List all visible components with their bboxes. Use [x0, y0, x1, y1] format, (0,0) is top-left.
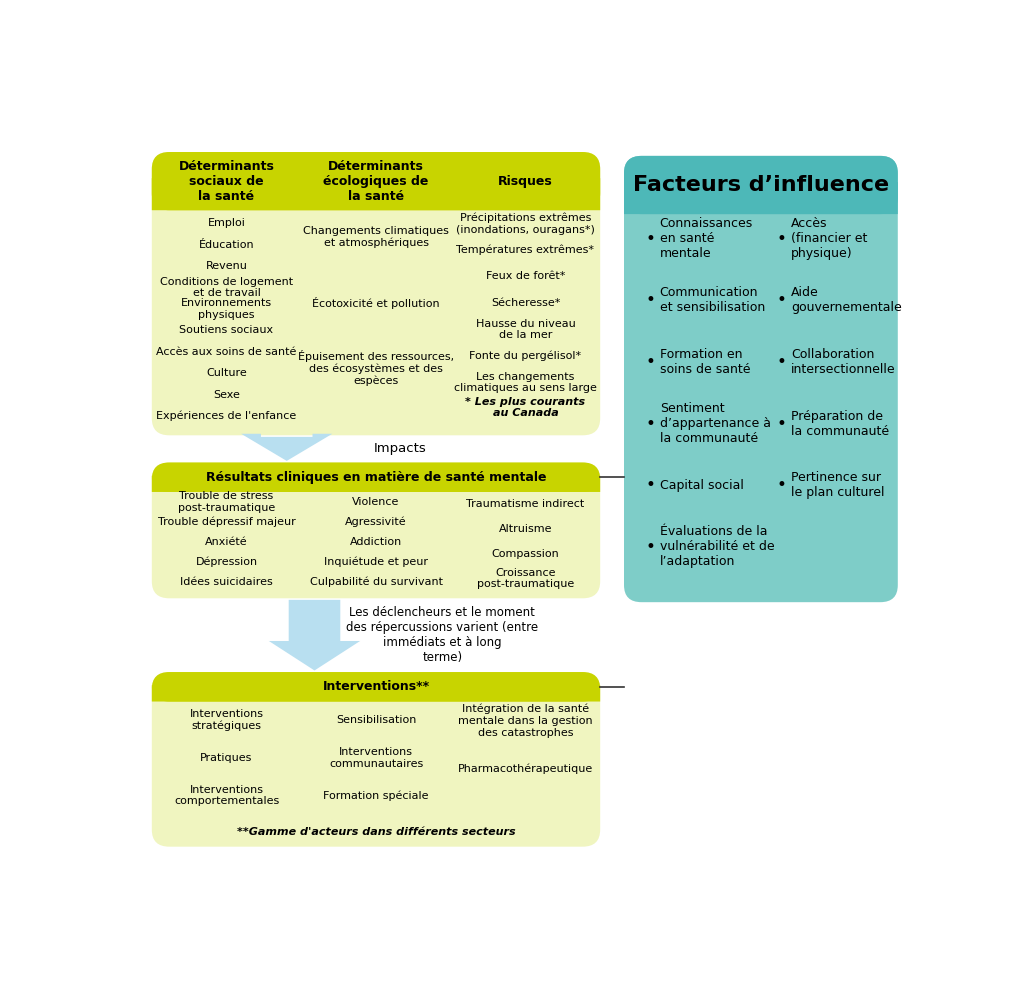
- Text: **Gamme d'acteurs dans différents secteurs: **Gamme d'acteurs dans différents secteu…: [237, 828, 515, 838]
- Text: Soutiens sociaux: Soutiens sociaux: [179, 326, 273, 336]
- Text: Hausse du niveau
de la mer: Hausse du niveau de la mer: [475, 319, 575, 340]
- Text: Environnements
physiques: Environnements physiques: [181, 298, 272, 320]
- Text: Les changements
climatiques au sens large: Les changements climatiques au sens larg…: [454, 372, 597, 393]
- Text: Sécheresse*: Sécheresse*: [490, 298, 560, 307]
- Text: Sensibilisation: Sensibilisation: [336, 716, 416, 726]
- Text: Sexe: Sexe: [213, 389, 240, 399]
- Text: Revenu: Revenu: [206, 261, 248, 271]
- Text: Trouble dépressif majeur: Trouble dépressif majeur: [158, 517, 295, 527]
- Text: Croissance
post-traumatique: Croissance post-traumatique: [477, 568, 574, 590]
- Text: Interventions
stratégiques: Interventions stratégiques: [189, 710, 263, 732]
- Text: Les déclencheurs et le moment
des répercussions varient (entre
immédiats et à lo: Les déclencheurs et le moment des réperc…: [346, 606, 539, 664]
- Text: Connaissances
en santé
mentale: Connaissances en santé mentale: [659, 218, 753, 260]
- Text: •: •: [777, 414, 786, 432]
- Polygon shape: [241, 433, 333, 461]
- Text: Violence: Violence: [352, 497, 399, 507]
- Text: •: •: [645, 537, 655, 555]
- Text: Conditions de logement
et de travail: Conditions de logement et de travail: [160, 276, 293, 298]
- Text: Expériences de l'enfance: Expériences de l'enfance: [157, 411, 297, 421]
- Text: Résultats cliniques en matière de santé mentale: Résultats cliniques en matière de santé …: [206, 471, 546, 484]
- FancyBboxPatch shape: [624, 156, 898, 214]
- FancyBboxPatch shape: [152, 178, 600, 211]
- Text: Anxiété: Anxiété: [205, 537, 248, 547]
- Text: Idées suicidaires: Idées suicidaires: [180, 578, 273, 588]
- Text: •: •: [645, 230, 655, 248]
- Text: Accès aux soins de santé: Accès aux soins de santé: [157, 347, 297, 357]
- Text: Agressivité: Agressivité: [345, 517, 407, 527]
- FancyBboxPatch shape: [152, 476, 600, 492]
- Text: Interventions
communautaires: Interventions communautaires: [329, 747, 423, 769]
- Text: Intégration de la santé
mentale dans la gestion
des catastrophes: Intégration de la santé mentale dans la …: [458, 704, 593, 738]
- Text: Emploi: Emploi: [208, 218, 246, 228]
- FancyBboxPatch shape: [152, 463, 600, 599]
- Text: •: •: [645, 291, 655, 309]
- Text: Formation en
soins de santé: Formation en soins de santé: [659, 348, 751, 376]
- FancyBboxPatch shape: [152, 152, 600, 435]
- Text: Inquiétude et peur: Inquiétude et peur: [324, 557, 428, 568]
- Text: Traumatisme indirect: Traumatisme indirect: [466, 499, 585, 509]
- Text: Trouble de stress
post-traumatique: Trouble de stress post-traumatique: [178, 491, 275, 513]
- Text: •: •: [645, 353, 655, 371]
- Text: Interventions**: Interventions**: [323, 680, 429, 694]
- FancyBboxPatch shape: [624, 182, 898, 214]
- Text: Collaboration
intersectionnelle: Collaboration intersectionnelle: [792, 348, 896, 376]
- Text: •: •: [645, 476, 655, 494]
- FancyBboxPatch shape: [624, 156, 898, 602]
- Polygon shape: [269, 600, 360, 670]
- Text: Préparation de
la communauté: Préparation de la communauté: [792, 409, 889, 437]
- Text: Communication
et sensibilisation: Communication et sensibilisation: [659, 286, 765, 314]
- Text: Précipitations extrêmes
(inondations, ouragans*): Précipitations extrêmes (inondations, ou…: [456, 213, 595, 235]
- FancyBboxPatch shape: [152, 672, 600, 847]
- FancyBboxPatch shape: [152, 463, 600, 492]
- Text: Capital social: Capital social: [659, 479, 743, 492]
- Text: Impacts: Impacts: [374, 443, 427, 456]
- Text: Fonte du pergélisol*: Fonte du pergélisol*: [469, 351, 582, 361]
- Text: Feux de forêt*: Feux de forêt*: [485, 271, 565, 281]
- Text: Aide
gouvernementale: Aide gouvernementale: [792, 286, 902, 314]
- Text: •: •: [777, 230, 786, 248]
- Text: Pharmacothérapeutique: Pharmacothérapeutique: [458, 764, 593, 774]
- Text: Déterminants
écologiques de
la santé: Déterminants écologiques de la santé: [324, 159, 429, 203]
- Text: •: •: [777, 476, 786, 494]
- Text: Sentiment
d’appartenance à
la communauté: Sentiment d’appartenance à la communauté: [659, 402, 771, 446]
- FancyBboxPatch shape: [152, 672, 600, 702]
- Text: Facteurs d’influence: Facteurs d’influence: [633, 175, 889, 195]
- Text: •: •: [777, 353, 786, 371]
- Text: Altruisme: Altruisme: [499, 524, 552, 534]
- Text: Compassion: Compassion: [492, 548, 559, 558]
- Text: Changements climatiques
et atmosphériques: Changements climatiques et atmosphérique…: [303, 226, 449, 248]
- Text: Risques: Risques: [498, 174, 553, 187]
- Text: Culture: Culture: [206, 368, 247, 378]
- Text: Accès
(financier et
physique): Accès (financier et physique): [792, 218, 867, 260]
- FancyBboxPatch shape: [152, 152, 600, 211]
- Text: Températures extrêmes*: Températures extrêmes*: [457, 245, 595, 255]
- Text: Déterminants
sociaux de
la santé: Déterminants sociaux de la santé: [178, 159, 274, 203]
- Text: Pertinence sur
le plan culturel: Pertinence sur le plan culturel: [792, 471, 885, 499]
- Text: Pratiques: Pratiques: [201, 753, 253, 763]
- Text: Épuisement des ressources,
des écosystèmes et des
espèces: Épuisement des ressources, des écosystèm…: [298, 350, 454, 386]
- Text: Interventions
comportementales: Interventions comportementales: [174, 784, 280, 806]
- Text: Addiction: Addiction: [350, 537, 402, 547]
- Text: * Les plus courants
au Canada: * Les plus courants au Canada: [465, 396, 586, 418]
- FancyBboxPatch shape: [152, 685, 600, 702]
- Text: Culpabilité du survivant: Culpabilité du survivant: [309, 577, 442, 588]
- Text: Évaluations de la
vulnérabilité et de
l’adaptation: Évaluations de la vulnérabilité et de l’…: [659, 525, 774, 569]
- Text: Dépression: Dépression: [196, 557, 258, 568]
- Text: Formation spéciale: Formation spéciale: [324, 790, 429, 800]
- Text: Éducation: Éducation: [199, 240, 254, 250]
- Text: •: •: [777, 291, 786, 309]
- Text: Écotoxicité et pollution: Écotoxicité et pollution: [312, 296, 440, 308]
- Text: •: •: [645, 414, 655, 432]
